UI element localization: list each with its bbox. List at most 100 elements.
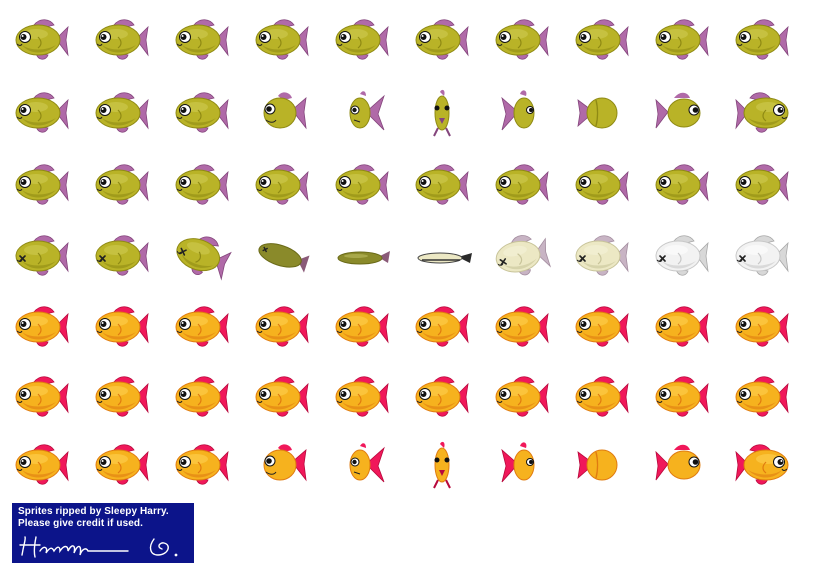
fish-sprite-gold-swim-2-3 [172,372,232,422]
fish-sprite-green-swim-2-2 [92,160,152,210]
fish-sprite-gold-turn-5 [332,440,392,490]
fish-sprite-green-swim-6 [412,15,472,65]
fish-sprite-green-swim-2-7 [492,160,552,210]
fish-sprite-gold-turn-10 [732,440,792,490]
fish-icon [15,164,69,205]
fish-icon [501,90,535,131]
fish-icon [15,92,69,133]
fish-icon [335,164,389,205]
fish-sprite-green-swim-1 [12,15,72,65]
fish-sprite-gold-swim-10 [732,302,792,352]
fish-icon [655,444,701,481]
fish-icon [175,164,229,205]
fish-icon [495,235,552,276]
fish-sprite-green-swim-2-1 [12,160,72,210]
fish-icon [335,376,389,417]
fish-sprite-green-death-2 [92,231,152,281]
fish-icon [577,97,618,129]
fish-sprite-green-turn-9 [652,88,712,138]
credit-box: Sprites ripped by Sleepy Harry. Please g… [12,503,194,563]
fish-sprite-green-swim-2-6 [412,160,472,210]
fish-icon [349,91,385,131]
fish-sprite-green-death-1 [12,231,72,281]
fish-sprite-gold-swim-6 [412,302,472,352]
fish-icon [175,306,229,347]
credit-line-2: Please give credit if used. [18,518,143,529]
fish-sprite-gold-swim-8 [572,302,632,352]
fish-sprite-green-swim-2 [92,15,152,65]
fish-icon [501,442,535,483]
signature-icon [19,536,178,558]
fish-sprite-gold-turn-8 [572,440,632,490]
fish-icon [335,306,389,347]
fish-icon [735,164,789,205]
fish-icon [655,164,709,205]
fish-sprite-green-swim-2-4 [252,160,312,210]
fish-sprite-gold-swim-2-7 [492,372,552,422]
fish-sprite-gold-swim-3 [172,302,232,352]
fish-icon [575,19,629,60]
fish-icon [735,92,789,133]
fish-sprite-green-turn-4 [252,88,312,138]
fish-sprite-green-turn-8 [572,88,632,138]
fish-sprite-green-death-10 [732,231,792,281]
fish-icon [95,92,149,133]
fish-icon [255,19,309,60]
fish-icon [95,19,149,60]
fish-sprite-green-turn-2 [92,88,152,138]
fish-icon [335,19,389,60]
fish-sprite-green-swim-2-3 [172,160,232,210]
fish-icon [263,444,307,482]
fish-sprite-green-turn-1 [12,88,72,138]
fish-icon [15,19,69,60]
fish-sprite-green-swim-7 [492,15,552,65]
fish-icon [258,243,310,273]
fish-sprite-green-turn-7 [492,88,552,138]
fish-icon [95,306,149,347]
fish-icon [95,235,149,276]
fish-icon [577,449,618,481]
credit-line-1: Sprites ripped by Sleepy Harry. [18,506,169,517]
fish-icon [176,236,232,281]
fish-sprite-gold-swim-2-1 [12,372,72,422]
fish-sprite-gold-turn-9 [652,440,712,490]
fish-sprite-green-death-9 [652,231,712,281]
fish-icon [175,376,229,417]
fish-icon [575,306,629,347]
fish-sprite-green-swim-3 [172,15,232,65]
fish-sprite-gold-swim-7 [492,302,552,352]
fish-sprite-gold-swim-2 [92,302,152,352]
fish-sprite-gold-turn-6 [412,440,472,490]
fish-icon [15,235,69,276]
fish-sprite-gold-turn-2 [92,440,152,490]
fish-icon [255,164,309,205]
fish-sprite-gold-turn-4 [252,440,312,490]
fish-sprite-gold-turn-1 [12,440,72,490]
fish-icon [175,19,229,60]
fish-icon [655,19,709,60]
fish-icon [415,306,469,347]
fish-icon [575,376,629,417]
fish-sprite-gold-swim-2-5 [332,372,392,422]
fish-icon [735,444,789,485]
fish-sprite-gold-swim-2-6 [412,372,472,422]
fish-sprite-green-swim-5 [332,15,392,65]
fish-sprite-green-swim-8 [572,15,632,65]
fish-sprite-green-death-6 [412,231,472,281]
fish-icon [255,376,309,417]
fish-icon [575,235,629,276]
fish-icon [415,19,469,60]
fish-icon [95,444,149,485]
fish-icon [175,444,229,485]
fish-sprite-gold-swim-2-8 [572,372,632,422]
fish-icon [735,306,789,347]
fish-sprite-green-death-7 [492,231,552,281]
fish-icon [495,376,549,417]
fish-sprite-green-swim-4 [252,15,312,65]
fish-sprite-green-swim-2-8 [572,160,632,210]
fish-icon [495,164,549,205]
fish-icon [15,306,69,347]
fish-sprite-gold-swim-2-9 [652,372,712,422]
fish-sprite-green-death-5 [332,231,392,281]
fish-icon [735,19,789,60]
